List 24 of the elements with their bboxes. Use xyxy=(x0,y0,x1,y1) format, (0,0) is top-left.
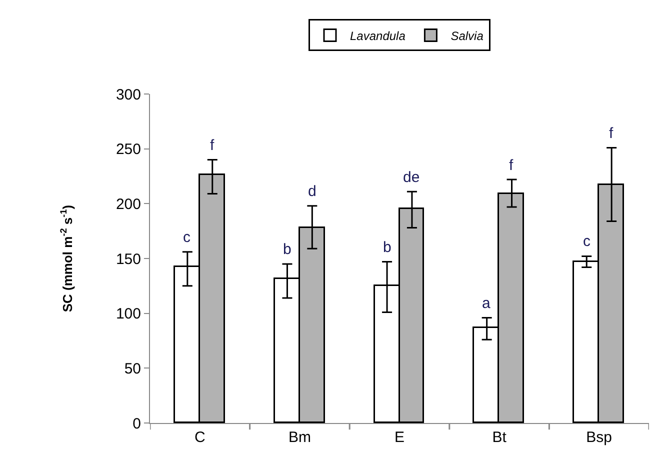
x-tick-label: Bsp xyxy=(586,429,612,446)
annotation: f xyxy=(210,137,215,154)
y-tick-label: 250 xyxy=(116,141,141,158)
annotation: b xyxy=(283,241,292,258)
y-tick-label: 0 xyxy=(132,415,141,432)
annotation: a xyxy=(482,295,491,312)
annotation: c xyxy=(583,233,591,250)
x-tick-label: Bt xyxy=(492,429,508,446)
y-tick-label: 300 xyxy=(116,86,141,104)
legend-label: Salvia xyxy=(450,28,484,43)
legend-label: Lavandula xyxy=(350,28,406,43)
y-tick-label: 150 xyxy=(116,250,141,268)
annotation: f xyxy=(609,125,614,142)
x-tick-label: Bm xyxy=(288,429,311,446)
y-tick-label: 200 xyxy=(116,196,141,213)
y-tick-label: 50 xyxy=(124,360,141,378)
annotation: f xyxy=(509,157,514,174)
annotation: c xyxy=(183,229,191,246)
annotation: de xyxy=(403,169,420,186)
x-tick-label: C xyxy=(194,429,206,446)
annotation: d xyxy=(308,183,316,200)
annotation: b xyxy=(383,239,392,256)
y-tick-label: 100 xyxy=(116,306,141,323)
x-tick-label: E xyxy=(394,429,405,446)
